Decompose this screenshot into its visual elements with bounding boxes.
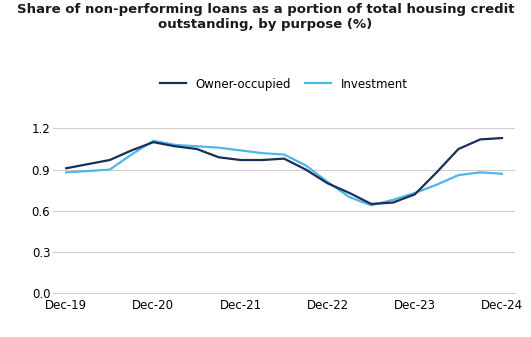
- Line: Owner-occupied: Owner-occupied: [66, 138, 502, 204]
- Owner-occupied: [259, 158, 266, 162]
- Legend: Owner-occupied, Investment: Owner-occupied, Investment: [156, 73, 413, 95]
- Owner-occupied: [433, 170, 440, 174]
- Investment: [194, 144, 200, 148]
- Owner-occupied: [237, 158, 244, 162]
- Investment: [390, 198, 396, 202]
- Investment: [172, 143, 178, 147]
- Owner-occupied: [194, 147, 200, 151]
- Owner-occupied: [499, 136, 505, 140]
- Investment: [259, 151, 266, 155]
- Owner-occupied: [85, 162, 91, 166]
- Investment: [216, 146, 222, 150]
- Owner-occupied: [281, 157, 287, 161]
- Investment: [324, 180, 331, 184]
- Investment: [129, 153, 135, 157]
- Owner-occupied: [455, 147, 461, 151]
- Investment: [281, 153, 287, 157]
- Investment: [433, 183, 440, 187]
- Owner-occupied: [346, 191, 353, 195]
- Owner-occupied: [368, 202, 374, 206]
- Investment: [477, 170, 483, 174]
- Owner-occupied: [303, 167, 309, 172]
- Investment: [107, 167, 113, 172]
- Owner-occupied: [216, 155, 222, 159]
- Investment: [368, 203, 374, 207]
- Owner-occupied: [390, 201, 396, 205]
- Owner-occupied: [63, 166, 70, 170]
- Investment: [455, 173, 461, 177]
- Owner-occupied: [129, 148, 135, 152]
- Investment: [85, 169, 91, 173]
- Investment: [412, 191, 418, 195]
- Investment: [150, 139, 157, 143]
- Investment: [237, 148, 244, 152]
- Owner-occupied: [107, 158, 113, 162]
- Owner-occupied: [412, 192, 418, 196]
- Investment: [346, 195, 353, 199]
- Investment: [63, 170, 70, 174]
- Owner-occupied: [477, 137, 483, 142]
- Line: Investment: Investment: [66, 141, 502, 205]
- Owner-occupied: [172, 144, 178, 148]
- Owner-occupied: [324, 181, 331, 185]
- Investment: [499, 172, 505, 176]
- Text: Share of non-performing loans as a portion of total housing credit
outstanding, : Share of non-performing loans as a porti…: [17, 3, 514, 31]
- Owner-occupied: [150, 140, 157, 144]
- Investment: [303, 163, 309, 167]
